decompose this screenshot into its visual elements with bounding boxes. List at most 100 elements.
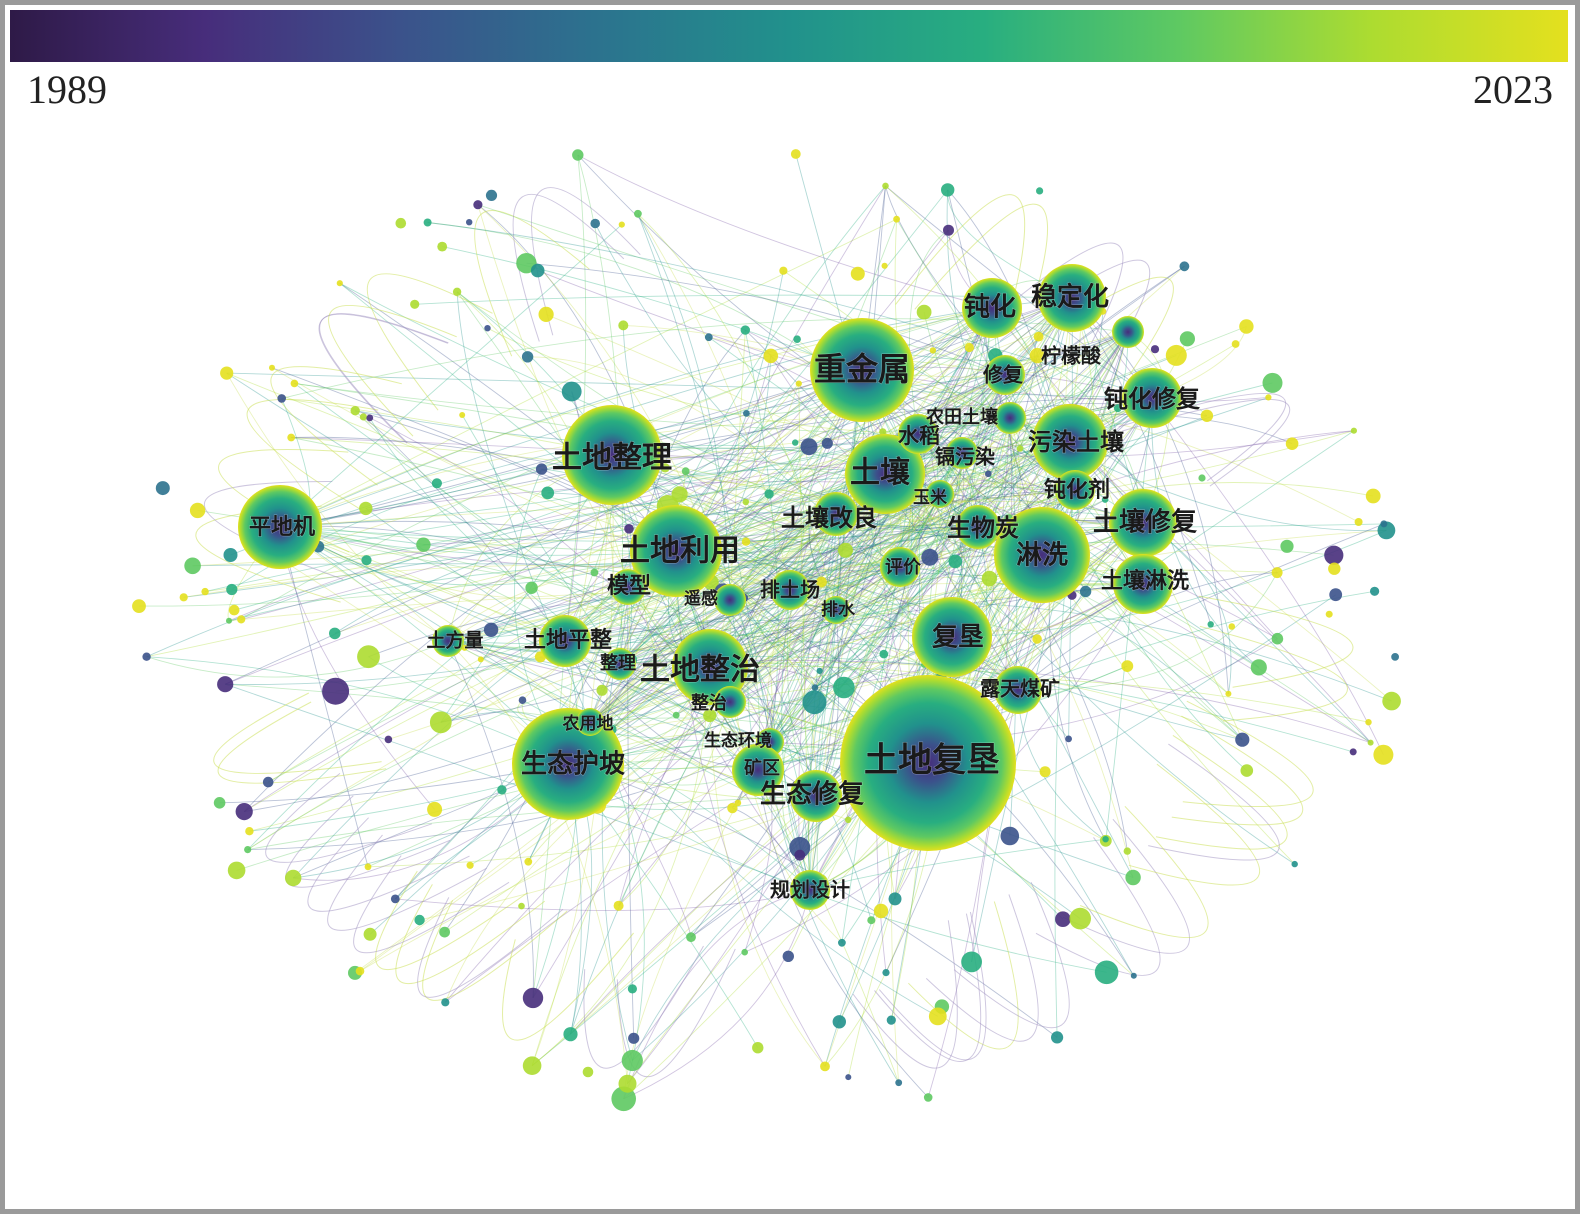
co-occurrence-link xyxy=(447,640,591,723)
co-occurrence-link xyxy=(619,369,863,665)
co-occurrence-link xyxy=(729,415,1208,601)
keyword-node-k16[interactable] xyxy=(1113,554,1173,614)
minor-keyword-node xyxy=(1325,610,1333,618)
co-occurrence-link xyxy=(279,526,566,642)
minor-keyword-node xyxy=(948,554,963,569)
co-occurrence-link xyxy=(225,397,1153,685)
keyword-node-k10[interactable] xyxy=(1038,264,1106,332)
keyword-node-k27[interactable] xyxy=(880,547,920,587)
co-occurrence-link xyxy=(271,367,791,591)
minor-keyword-node xyxy=(359,501,373,516)
minor-keyword-node xyxy=(624,524,634,534)
keyword-node-k14[interactable] xyxy=(672,629,748,705)
minor-keyword-node xyxy=(1365,488,1381,504)
keyword-node-k15[interactable] xyxy=(1122,368,1182,428)
keyword-node-k34[interactable] xyxy=(714,584,746,616)
minor-keyword-node xyxy=(779,266,788,275)
keyword-node-k7[interactable] xyxy=(238,485,322,569)
co-occurrence-link xyxy=(729,493,941,703)
co-occurrence-link xyxy=(447,640,1081,919)
keyword-node-k29[interactable] xyxy=(432,625,464,657)
co-occurrence-link xyxy=(353,855,510,954)
co-occurrence-link xyxy=(729,331,1129,703)
minor-keyword-node xyxy=(1349,748,1357,756)
keyword-node-k21[interactable] xyxy=(814,492,858,536)
minor-keyword-node xyxy=(634,209,642,218)
minor-keyword-node xyxy=(742,498,749,506)
keyword-node-k25[interactable] xyxy=(1112,316,1144,348)
co-occurrence-link xyxy=(835,602,1392,702)
keyword-node-k20[interactable] xyxy=(790,870,830,910)
keyword-node-k9[interactable] xyxy=(912,597,992,677)
minor-keyword-node xyxy=(1280,539,1294,553)
keyword-node-k3[interactable] xyxy=(562,405,662,505)
minor-keyword-node xyxy=(792,439,799,446)
co-occurrence-link xyxy=(417,897,564,998)
keyword-node-k31[interactable] xyxy=(994,402,1026,434)
keyword-node-k38[interactable] xyxy=(576,708,604,736)
minor-keyword-node xyxy=(184,557,201,575)
keyword-label-k29: 土方量 xyxy=(426,629,483,652)
minor-keyword-node xyxy=(477,656,484,663)
keyword-node-k28[interactable] xyxy=(770,570,810,610)
co-occurrence-link xyxy=(878,911,987,1061)
co-occurrence-link xyxy=(228,559,901,622)
co-occurrence-link xyxy=(328,305,457,437)
keyword-node-k4[interactable] xyxy=(512,708,624,820)
keyword-node-k12[interactable] xyxy=(1032,404,1108,480)
minor-keyword-node xyxy=(764,489,774,499)
co-occurrence-link xyxy=(375,870,528,970)
minor-keyword-node xyxy=(964,342,975,353)
co-occurrence-link xyxy=(729,493,941,703)
minor-keyword-node xyxy=(1130,972,1137,979)
keyword-node-k13[interactable] xyxy=(1109,489,1177,557)
co-occurrence-link xyxy=(709,665,1019,691)
minor-keyword-node xyxy=(525,581,538,594)
keyword-node-k37[interactable] xyxy=(714,686,746,718)
keyword-node-k26[interactable] xyxy=(610,569,646,605)
keyword-node-k19[interactable] xyxy=(994,666,1042,714)
minor-keyword-node xyxy=(521,351,534,363)
co-occurrence-link xyxy=(637,213,771,743)
keyword-node-k18[interactable] xyxy=(539,615,591,667)
keyword-label-k27: 评价 xyxy=(885,557,922,578)
co-occurrence-link xyxy=(618,701,731,907)
keyword-node-k35[interactable] xyxy=(822,596,850,624)
minor-keyword-node xyxy=(1262,372,1283,393)
keyword-node-k1[interactable] xyxy=(840,675,1016,851)
co-occurrence-link xyxy=(835,583,1144,632)
minor-keyword-node xyxy=(364,863,372,871)
co-occurrence-link xyxy=(279,355,1038,528)
keyword-node-k5[interactable] xyxy=(630,505,722,597)
keyword-node-k22[interactable] xyxy=(956,505,1000,549)
co-occurrence-link xyxy=(814,452,963,688)
minor-keyword-node xyxy=(816,576,827,588)
minor-keyword-node xyxy=(613,900,624,911)
co-occurrence-link xyxy=(744,330,779,743)
keyword-node-k23[interactable] xyxy=(1055,470,1095,510)
keyword-node-k32[interactable] xyxy=(946,437,978,469)
keyword-node-k11[interactable] xyxy=(962,278,1022,338)
keyword-node-k40[interactable] xyxy=(732,744,784,796)
keyword-node-k8[interactable] xyxy=(994,507,1090,603)
co-occurrence-link xyxy=(589,355,1038,723)
keyword-node-k6[interactable] xyxy=(845,434,925,514)
keyword-node-k36[interactable] xyxy=(604,648,636,680)
minor-keyword-node xyxy=(838,542,853,558)
co-occurrence-link xyxy=(567,763,759,1048)
co-occurrence-link xyxy=(422,900,568,1001)
keyword-node-k30[interactable] xyxy=(898,414,938,454)
minor-keyword-node xyxy=(1380,520,1388,528)
co-occurrence-link xyxy=(279,500,1078,528)
minor-keyword-node xyxy=(1271,632,1284,645)
co-occurrence-link xyxy=(213,692,382,774)
co-occurrence-link xyxy=(835,583,1144,611)
minor-keyword-node xyxy=(1113,404,1122,413)
co-occurrence-link xyxy=(745,526,979,550)
keyword-node-k33[interactable] xyxy=(926,480,954,508)
co-occurrence-link xyxy=(564,620,953,642)
keyword-node-k2[interactable] xyxy=(810,318,914,422)
co-occurrence-link xyxy=(619,270,784,665)
keyword-node-k17[interactable] xyxy=(790,770,842,822)
keyword-node-k24[interactable] xyxy=(985,355,1025,395)
